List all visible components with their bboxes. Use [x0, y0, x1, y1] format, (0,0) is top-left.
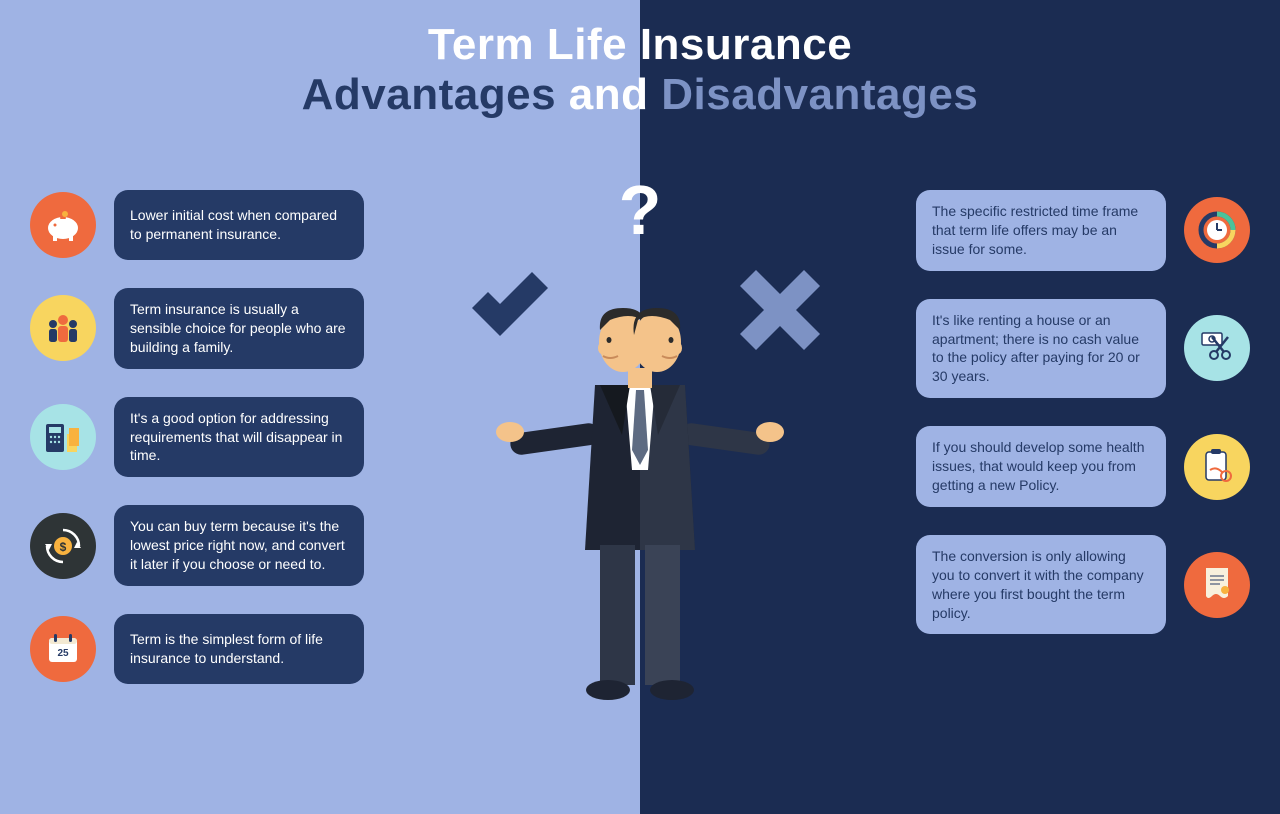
two-faced-person-icon: [490, 290, 790, 710]
title-block: Term Life Insurance Advantages and Disad…: [0, 20, 1280, 120]
title-and: and: [569, 70, 649, 119]
question-mark-icon: ?: [619, 170, 662, 250]
advantage-bubble: It's a good option for addressing requir…: [114, 397, 364, 478]
advantage-row: It's a good option for addressing requir…: [30, 397, 390, 478]
advantage-row: Term insurance is usually a sensible cho…: [30, 288, 390, 369]
center-figure: ?: [470, 180, 810, 720]
advantage-row: 25 Term is the simplest form of life ins…: [30, 614, 390, 684]
disadvantage-bubble: The conversion is only allowing you to c…: [916, 535, 1166, 635]
piggy-bank-icon: [30, 192, 96, 258]
disadvantage-bubble: If you should develop some health issues…: [916, 426, 1166, 507]
scissors-money-icon: [1184, 315, 1250, 381]
advantages-column: Lower initial cost when compared to perm…: [30, 190, 390, 684]
disadvantage-bubble: The specific restricted time frame that …: [916, 190, 1166, 271]
disadvantages-column: The specific restricted time frame that …: [890, 190, 1250, 634]
disadvantage-row: The conversion is only allowing you to c…: [890, 535, 1250, 635]
advantage-bubble: You can buy term because it's the lowest…: [114, 505, 364, 586]
certificate-icon: [1184, 552, 1250, 618]
disadvantage-bubble: It's like renting a house or an apartmen…: [916, 299, 1166, 399]
calculator-icon: [30, 404, 96, 470]
clock-icon: [1184, 197, 1250, 263]
money-cycle-icon: $: [30, 513, 96, 579]
advantage-row: Lower initial cost when compared to perm…: [30, 190, 390, 260]
advantage-bubble: Term insurance is usually a sensible cho…: [114, 288, 364, 369]
calendar-icon: 25: [30, 616, 96, 682]
disadvantage-row: The specific restricted time frame that …: [890, 190, 1250, 271]
advantage-row: $ You can buy term because it's the lowe…: [30, 505, 390, 586]
title-advantages: Advantages: [302, 70, 556, 119]
advantage-bubble: Lower initial cost when compared to perm…: [114, 190, 364, 260]
health-icon: [1184, 434, 1250, 500]
family-icon: [30, 295, 96, 361]
title-line1: Term Life Insurance: [0, 20, 1280, 70]
disadvantage-row: It's like renting a house or an apartmen…: [890, 299, 1250, 399]
title-disadvantages: Disadvantages: [661, 70, 978, 119]
svg-text:25: 25: [57, 648, 69, 659]
advantage-bubble: Term is the simplest form of life insura…: [114, 614, 364, 684]
title-line2: Advantages and Disadvantages: [0, 70, 1280, 120]
disadvantage-row: If you should develop some health issues…: [890, 426, 1250, 507]
svg-text:$: $: [60, 540, 67, 554]
